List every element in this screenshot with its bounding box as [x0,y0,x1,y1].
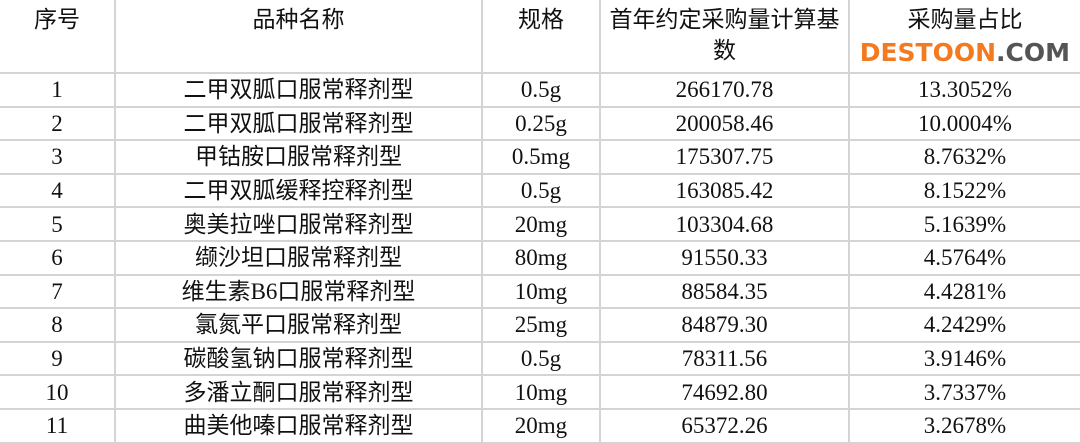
cell-index: 10 [0,374,116,410]
cell-index: 5 [0,206,116,242]
cell-index: 9 [0,340,116,377]
table-row: 2 二甲双胍口服常释剂型 0.25g 200058.46 10.0004% [0,105,1080,142]
cell-name: 碳酸氢钠口服常释剂型 [114,340,483,377]
cell-share: 8.7632% [848,139,1080,175]
cell-name: 二甲双胍口服常释剂型 [114,72,483,108]
cell-spec: 20mg [481,407,601,444]
cell-base-quantity: 103304.68 [599,206,850,242]
watermark-logo: DESTOON.COM [860,38,1070,68]
cell-share: 3.9146% [848,340,1080,377]
header-spec: 规格 [481,0,601,74]
watermark-part1: DESTOON [859,38,997,67]
cell-spec: 10mg [481,374,601,410]
cell-base-quantity: 88584.35 [599,273,850,310]
cell-base-quantity: 65372.26 [599,407,850,444]
cell-index: 4 [0,172,116,209]
cell-spec: 25mg [481,307,601,343]
cell-share: 13.3052% [848,72,1080,108]
cell-spec: 10mg [481,273,601,310]
table-row: 10 多潘立酮口服常释剂型 10mg 74692.80 3.7337% [0,374,1080,410]
header-row: 序号 品种名称 规格 首年约定采购量计算基数 采购量占比 [0,0,1080,74]
cell-share: 4.2429% [848,307,1080,343]
cell-share: 3.7337% [848,374,1080,410]
header-name: 品种名称 [114,0,483,74]
cell-share: 4.5764% [848,239,1080,276]
cell-spec: 0.5g [481,172,601,209]
cell-index: 3 [0,139,116,175]
cell-base-quantity: 163085.42 [599,172,850,209]
cell-share: 3.2678% [848,407,1080,444]
cell-index: 1 [0,72,116,108]
cell-spec: 0.5mg [481,139,601,175]
table-row: 8 氯氮平口服常释剂型 25mg 84879.30 4.2429% [0,307,1080,343]
table-row: 1 二甲双胍口服常释剂型 0.5g 266170.78 13.3052% [0,72,1080,108]
table-row: 11 曲美他嗪口服常释剂型 20mg 65372.26 3.2678% [0,407,1080,444]
header-share: 采购量占比 [848,0,1080,74]
cell-base-quantity: 175307.75 [599,139,850,175]
table-row: 5 奥美拉唑口服常释剂型 20mg 103304.68 5.1639% [0,206,1080,242]
cell-name: 二甲双胍缓释控释剂型 [114,172,483,209]
watermark-part2: .COM [996,38,1070,67]
cell-name: 甲钴胺口服常释剂型 [114,139,483,175]
cell-name: 曲美他嗪口服常释剂型 [114,407,483,444]
cell-name: 奥美拉唑口服常释剂型 [114,206,483,242]
cell-index: 2 [0,105,116,142]
cell-share: 5.1639% [848,206,1080,242]
cell-index: 7 [0,273,116,310]
cell-name: 多潘立酮口服常释剂型 [114,374,483,410]
cell-share: 4.4281% [848,273,1080,310]
cell-name: 缬沙坦口服常释剂型 [114,239,483,276]
cell-index: 8 [0,307,116,343]
table-row: 4 二甲双胍缓释控释剂型 0.5g 163085.42 8.1522% [0,172,1080,209]
cell-spec: 0.25g [481,105,601,142]
table-row: 9 碳酸氢钠口服常释剂型 0.5g 78311.56 3.9146% [0,340,1080,377]
cell-index: 11 [0,407,116,444]
cell-base-quantity: 84879.30 [599,307,850,343]
cell-base-quantity: 74692.80 [599,374,850,410]
cell-spec: 0.5g [481,340,601,377]
cell-base-quantity: 91550.33 [599,239,850,276]
cell-base-quantity: 200058.46 [599,105,850,142]
header-index: 序号 [0,0,116,74]
cell-share: 8.1522% [848,172,1080,209]
header-base-quantity: 首年约定采购量计算基数 [599,0,850,74]
cell-name: 二甲双胍口服常释剂型 [114,105,483,142]
cell-base-quantity: 266170.78 [599,72,850,108]
cell-name: 维生素B6口服常释剂型 [114,273,483,310]
cell-spec: 20mg [481,206,601,242]
cell-index: 6 [0,239,116,276]
cell-share: 10.0004% [848,105,1080,142]
cell-spec: 0.5g [481,72,601,108]
cell-name: 氯氮平口服常释剂型 [114,307,483,343]
table-row: 7 维生素B6口服常释剂型 10mg 88584.35 4.4281% [0,273,1080,310]
cell-spec: 80mg [481,239,601,276]
cell-base-quantity: 78311.56 [599,340,850,377]
table-row: 3 甲钴胺口服常释剂型 0.5mg 175307.75 8.7632% [0,139,1080,175]
table-row: 6 缬沙坦口服常释剂型 80mg 91550.33 4.5764% [0,239,1080,276]
